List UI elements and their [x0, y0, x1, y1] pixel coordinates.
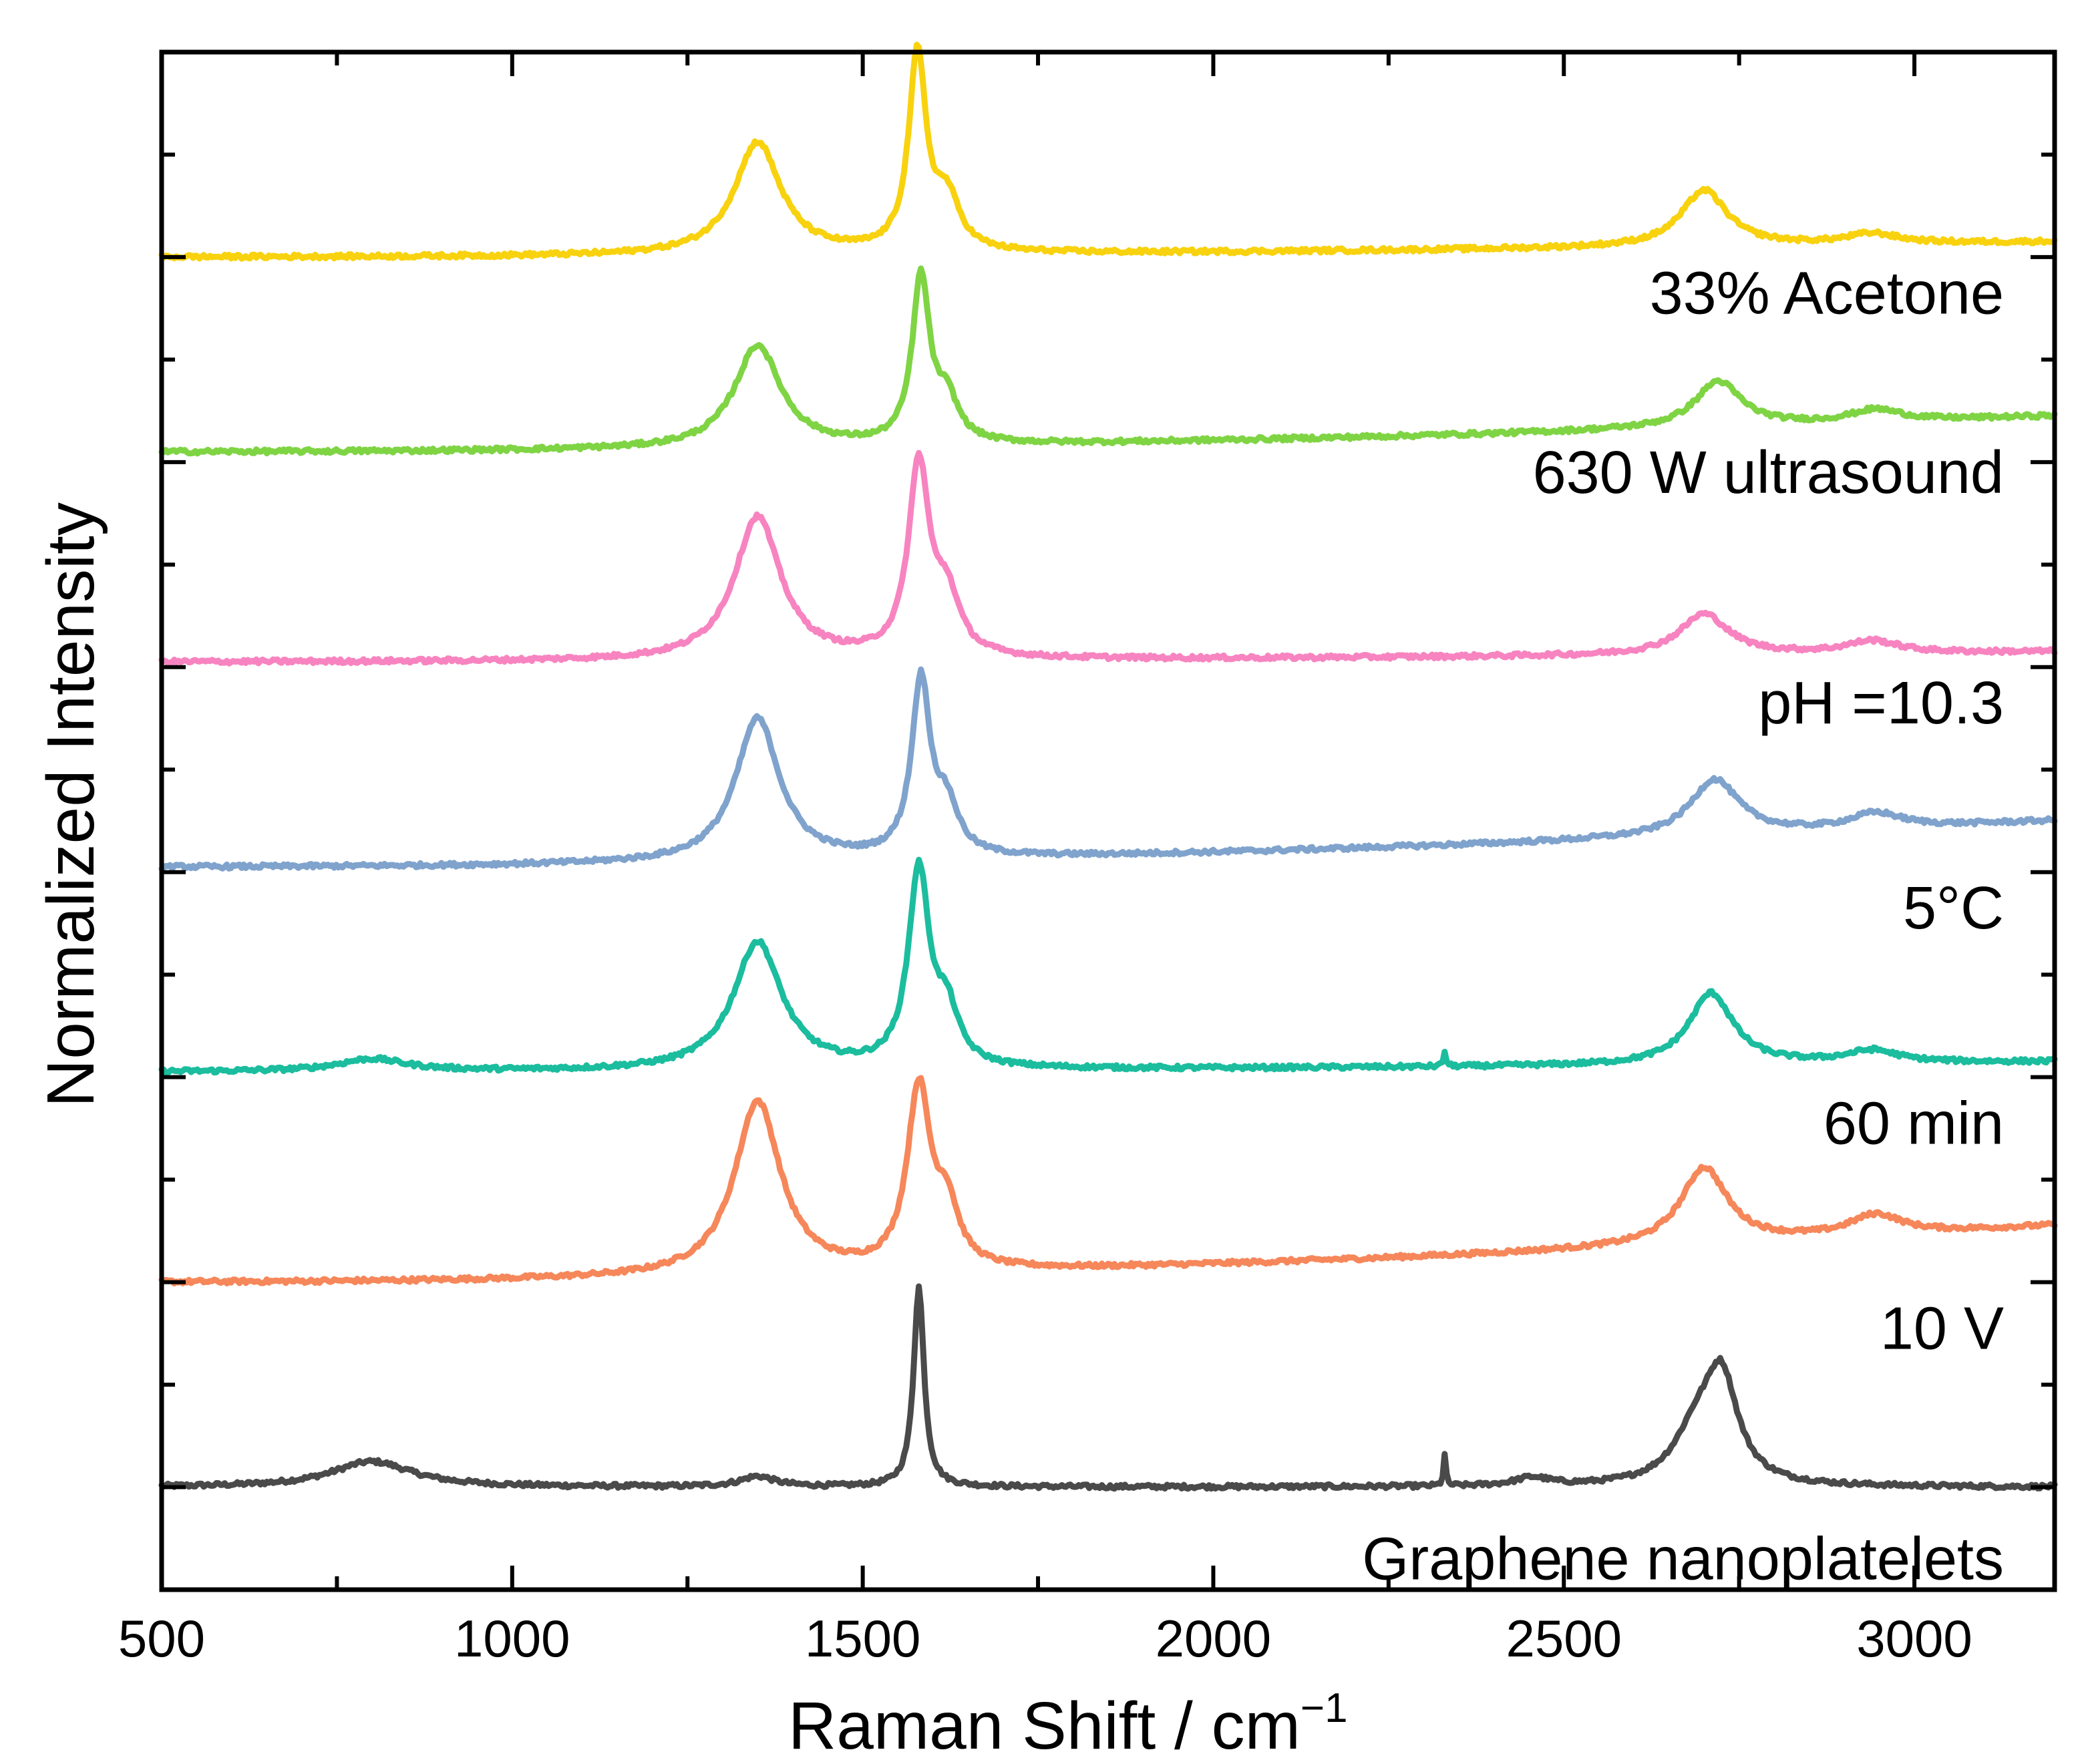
series-label-4: 60 min — [1824, 1090, 2004, 1157]
x-tick-label: 2000 — [1156, 1609, 1272, 1668]
series-labels: 33% Acetone 630 W ultrasound pH =10.3 5°C 60… — [1362, 260, 2004, 1592]
series-line-0 — [158, 1283, 2058, 1492]
series-line-5 — [158, 265, 2058, 457]
x-tick-label: 1000 — [454, 1609, 570, 1668]
x-tick-label: 1500 — [805, 1609, 921, 1668]
series-line-1 — [158, 1075, 2058, 1287]
series-label-5: 10 V — [1880, 1295, 2004, 1362]
series-label-2: pH =10.3 — [1758, 670, 2004, 737]
plot-frame — [159, 49, 2057, 1592]
series-line-6 — [158, 41, 2058, 262]
x-tick-label: 500 — [118, 1609, 205, 1668]
x-tick-label: 2500 — [1506, 1609, 1622, 1668]
series-label-3: 5°C — [1903, 875, 2004, 942]
series-label-1: 630 W ultrasound — [1533, 439, 2004, 506]
spectra-group — [158, 41, 2058, 1492]
y-axis-title: Normalized Intensity — [33, 502, 108, 1107]
series-line-2 — [158, 856, 2058, 1077]
axis-ticks: 500 1000 1500 2000 2500 3000 — [118, 52, 2055, 1668]
x-tick-label: 3000 — [1856, 1609, 1972, 1668]
series-line-3 — [158, 666, 2058, 872]
series-label-0: 33% Acetone — [1650, 260, 2004, 327]
x-axis-title: Raman Shift / cm−1 — [788, 1685, 1348, 1763]
series-label-6: Graphene nanoplatelets — [1362, 1526, 2004, 1593]
series-line-4 — [158, 450, 2058, 667]
